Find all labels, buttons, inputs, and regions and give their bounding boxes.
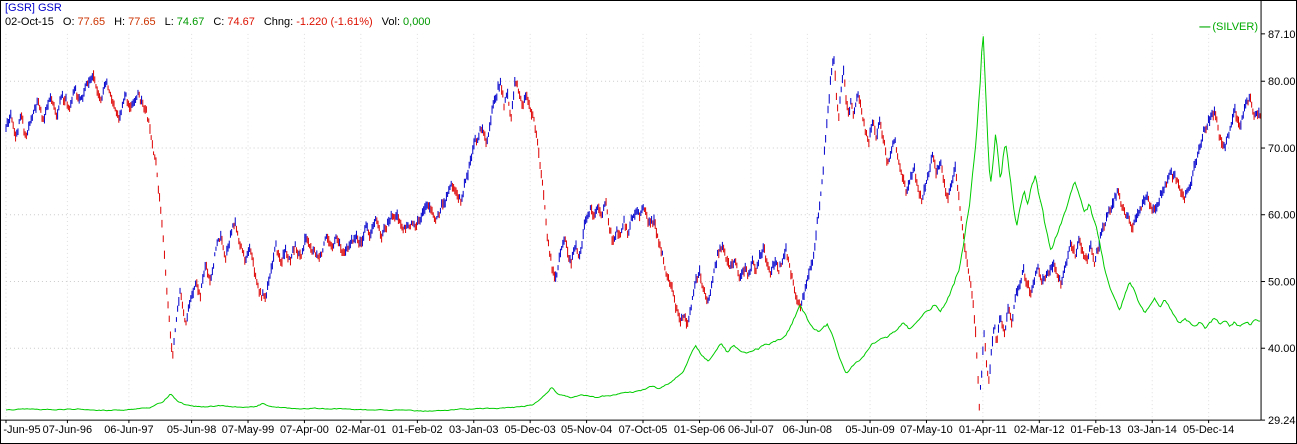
x-axis-label: 07-May-10 <box>900 424 952 436</box>
y-axis-label: 40.00 <box>1268 343 1295 355</box>
y-axis-label: 70.00 <box>1268 143 1295 155</box>
quote-field-label: O: <box>62 16 75 28</box>
quote-field-value: 0,000 <box>403 16 431 28</box>
quote-field-value: -1.220 (-1.61%) <box>296 16 373 28</box>
quote-field-label: L: <box>164 16 174 28</box>
y-axis-label: 87.10 <box>1268 29 1295 41</box>
x-axis-label: 07-May-99 <box>222 424 274 436</box>
x-axis-label: 06-Jun-08 <box>783 424 832 436</box>
x-axis-label: 01-Feb-13 <box>1070 424 1121 436</box>
x-axis-label: 01-Feb-02 <box>392 424 443 436</box>
x-axis-label: 03-Jan-14 <box>1128 424 1177 436</box>
quote-field-value: 74.67 <box>227 16 255 28</box>
x-axis-label: 07-Apr-00 <box>280 424 329 436</box>
y-axis-label: 50.00 <box>1268 277 1295 289</box>
gsr-up-bars <box>5 56 1260 390</box>
x-axis-label: -Jun-95 <box>3 424 40 436</box>
x-axis-label: 03-Jan-03 <box>449 424 498 436</box>
gsr-down-bars <box>11 70 1261 411</box>
quote-field-label: C: <box>213 16 225 28</box>
x-axis-label: 02-Mar-01 <box>336 424 387 436</box>
quote-field-value: 74.67 <box>176 16 205 28</box>
quote-field-label: H: <box>114 16 126 28</box>
x-axis-label: 01-Sep-06 <box>674 424 725 436</box>
quote-date: 02-Oct-15 <box>5 16 54 28</box>
x-axis-label: 06-Jul-07 <box>728 424 774 436</box>
x-axis-label: 05-Nov-04 <box>561 424 612 436</box>
y-axis-label: 29.24 <box>1268 415 1295 427</box>
y-axis-label: 80.00 <box>1268 76 1295 88</box>
x-axis-label: 05-Dec-14 <box>1183 424 1234 436</box>
x-axis-label: 05-Jun-09 <box>845 424 894 436</box>
quote-field-label: Vol: <box>381 16 401 28</box>
x-axis-label: 05-Jun-98 <box>167 424 216 436</box>
quote-fields: O: 77.65 H: 77.65 L: 74.67 C: 74.67 Chng: -1.220 … <box>54 16 431 28</box>
silver-line <box>5 36 1261 412</box>
x-axis-label: 02-Mar-12 <box>1014 424 1065 436</box>
y-axis-label: 60.00 <box>1268 210 1295 222</box>
x-axis-label: 01-Apr-11 <box>959 424 1007 436</box>
silver-legend-label: (SILVER) <box>1212 21 1258 33</box>
silver-legend: — (SILVER) <box>1199 21 1258 34</box>
x-axis-label: 05-Dec-03 <box>505 424 556 436</box>
silver-line-icon: — <box>1199 21 1211 33</box>
x-axis-label: 07-Oct-05 <box>619 424 668 436</box>
quote-field-label: Chng: <box>263 16 294 28</box>
quote-field-value: 77.65 <box>77 16 106 28</box>
x-axis-label: 07-Jun-96 <box>43 424 92 436</box>
x-axis-label: 06-Jun-97 <box>104 424 153 436</box>
symbol-title: [GSR] GSR <box>5 2 62 14</box>
quote-bar: 02-Oct-15 O: 77.65 H: 77.65 L: 74.67 C: 74.67 Chn… <box>5 16 431 29</box>
quote-field-value: 77.65 <box>128 16 156 28</box>
